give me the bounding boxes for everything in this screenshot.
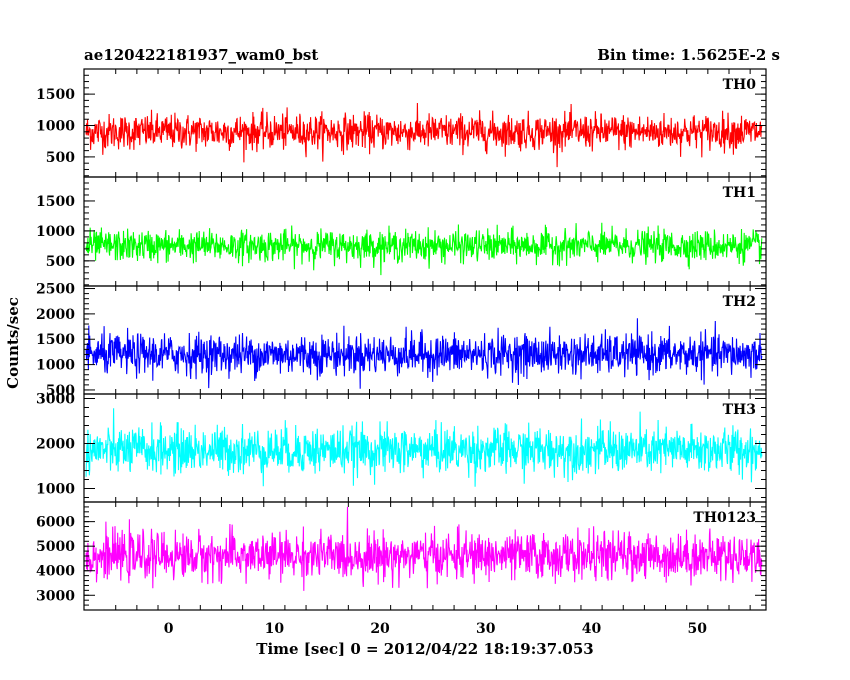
series-label-th1: TH1 xyxy=(723,185,756,201)
y-tick-label: 1500 xyxy=(36,332,75,348)
y-tick-label: 500 xyxy=(46,254,75,270)
x-tick-label: 10 xyxy=(265,621,285,637)
series-label-th0123: TH0123 xyxy=(693,510,756,526)
y-tick-label: 500 xyxy=(46,150,75,166)
panel-th2: 500 1000 1500 2000 2500 TH2 xyxy=(36,282,767,399)
y-tick-label: 1000 xyxy=(36,119,75,135)
series-label-th3: TH3 xyxy=(723,402,756,418)
panel-th0: 500 1000 1500 TH0 xyxy=(36,68,767,178)
panel-th1: 500 1000 1500 TH1 xyxy=(36,176,767,287)
y-tick-label: 6000 xyxy=(36,515,75,531)
y-axis-label: Counts/sec xyxy=(4,297,22,389)
y-tick-label: 3000 xyxy=(36,392,75,408)
x-tick-label: 0 xyxy=(164,621,174,637)
x-axis: 0 10 20 30 40 50 xyxy=(164,621,708,637)
y-tick-label: 4000 xyxy=(36,564,75,580)
panel-frame xyxy=(83,285,767,395)
bin-time-label: Bin time: 1.5625E-2 s xyxy=(597,46,780,64)
series-line-th0123 xyxy=(85,506,763,591)
series-line-th0 xyxy=(85,102,763,168)
y-tick-label: 2000 xyxy=(36,307,75,323)
series-label-th0: TH0 xyxy=(723,77,757,93)
series-line-th2 xyxy=(85,318,763,389)
y-tick-label: 2000 xyxy=(36,437,75,453)
panel-th0123: 3000 4000 5000 6000 TH0123 xyxy=(36,501,767,611)
panel-th3: 1000 2000 3000 TH3 xyxy=(36,392,767,503)
series-line-th3 xyxy=(85,408,763,487)
y-tick-label: 1000 xyxy=(36,482,75,498)
y-tick-label: 3000 xyxy=(36,588,75,604)
series-label-th2: TH2 xyxy=(723,294,756,310)
y-tick-label: 1000 xyxy=(36,224,75,240)
y-tick-label: 500 xyxy=(46,383,75,399)
y-tick-label: 5000 xyxy=(36,539,75,555)
x-tick-label: 20 xyxy=(370,621,390,637)
y-tick-label: 1500 xyxy=(36,87,75,103)
y-tick-label: 2500 xyxy=(36,282,75,298)
y-tick-label: 1000 xyxy=(36,358,75,374)
chart-title: ae120422181937_wam0_bst xyxy=(84,46,318,64)
y-tick-label: 1500 xyxy=(36,194,75,210)
x-tick-label: 40 xyxy=(582,621,602,637)
x-tick-label: 30 xyxy=(476,621,496,637)
series-line-th1 xyxy=(85,222,763,276)
panels: 500 1000 1500 TH0 500 1000 1500 TH1 500 1000 1500 2… xyxy=(36,68,767,611)
x-axis-label: Time [sec] 0 = 2012/04/22 18:19:37.053 xyxy=(256,640,593,658)
x-tick-label: 50 xyxy=(688,621,708,637)
